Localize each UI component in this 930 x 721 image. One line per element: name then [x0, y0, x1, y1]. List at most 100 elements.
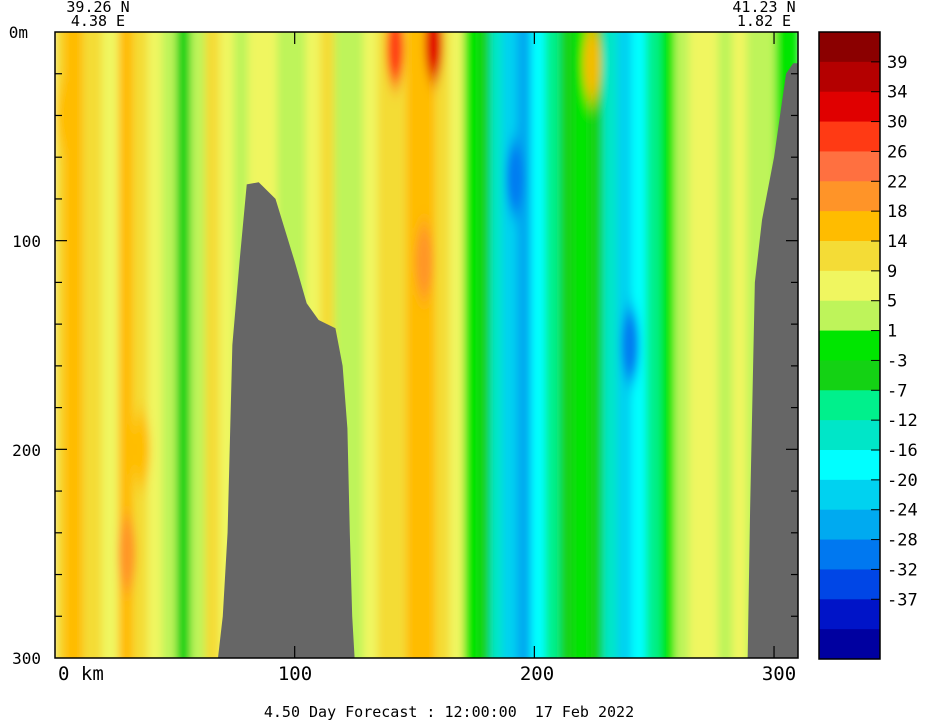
y-tick-label-100: 100 — [12, 232, 41, 251]
colorbar-swatch — [819, 539, 880, 570]
field-column — [732, 32, 749, 658]
colorbar-label: 1 — [887, 322, 897, 342]
field-column — [631, 32, 649, 658]
field-anomaly — [386, 32, 405, 87]
colorbar-swatch — [819, 211, 880, 242]
colorbar-label: 34 — [887, 83, 907, 103]
colorbar-swatch — [819, 330, 880, 361]
field-anomaly — [506, 140, 525, 217]
colorbar-label: -12 — [887, 411, 918, 431]
field-anomaly — [415, 223, 434, 300]
colorbar-label: 18 — [887, 202, 907, 222]
seabed — [217, 63, 798, 658]
colorbar-swatch — [819, 300, 880, 332]
temperature-field — [55, 32, 798, 658]
plot-frame — [54, 31, 799, 659]
field-column — [133, 32, 150, 658]
colorbar-swatch — [819, 390, 880, 421]
field-anomaly — [132, 411, 151, 488]
plot-area — [55, 32, 798, 658]
colorbar-label: -37 — [887, 590, 918, 610]
field-column — [463, 32, 481, 658]
field-anomaly — [117, 515, 136, 592]
x-tick-label-200: 200 — [520, 663, 554, 685]
y-tick-label-300: 300 — [12, 649, 41, 668]
forecast-caption: 4.50 Day Forecast : 12:00:00 17 Feb 2022 — [264, 703, 634, 721]
field-anomaly — [621, 307, 640, 383]
field-anomaly — [424, 32, 443, 83]
corner-right-lon: 1.82 E — [737, 12, 791, 30]
field-anomaly — [57, 77, 76, 154]
field-column — [101, 32, 121, 658]
colorbar-label: -16 — [887, 441, 918, 461]
field-column — [391, 32, 409, 658]
corner-left-lon: 4.38 E — [71, 12, 125, 30]
field-column — [204, 32, 222, 658]
colorbar-swatch — [819, 420, 880, 451]
field-column — [406, 32, 423, 658]
field-column — [161, 32, 179, 658]
colorbar-swatch — [819, 181, 880, 212]
colorbar-label: -3 — [887, 351, 907, 371]
colorbar-swatch — [819, 270, 880, 302]
colorbar-label: 9 — [887, 262, 897, 282]
x-first-label: 0 km — [58, 663, 104, 685]
seabed-ridge — [217, 182, 355, 658]
seabed-slope — [747, 63, 798, 658]
field-column — [646, 32, 663, 658]
colorbar-label: -7 — [887, 381, 907, 401]
field-column — [660, 32, 677, 658]
field-column — [689, 32, 706, 658]
colorbar-swatch — [819, 479, 880, 511]
x-tick-label-100: 100 — [278, 663, 312, 685]
field-column — [63, 32, 85, 658]
corner-left-lat: 39.26 N — [66, 0, 129, 16]
colorbar-label: 30 — [887, 113, 907, 133]
colorbar-labels: 39 34 30 26 22 18 14 9 5 1 -3 -7 -12 -16 -20 -24 -28 -32 -… — [871, 53, 918, 610]
y-top-label: 0m — [9, 23, 28, 42]
corner-right-lat: 41.23 N — [732, 0, 795, 16]
colorbar-swatch — [819, 32, 880, 63]
colorbar-label: 5 — [887, 292, 897, 312]
colorbar-swatch — [819, 151, 880, 182]
colorbar-swatch — [819, 509, 880, 541]
colorbar-swatch — [819, 450, 880, 481]
field-column — [478, 32, 493, 658]
field-column — [674, 32, 692, 658]
field-column — [190, 32, 207, 658]
field-column — [574, 32, 591, 658]
field-column — [377, 32, 394, 658]
field-column — [176, 32, 193, 658]
field-column — [717, 32, 735, 658]
field-column — [588, 32, 605, 658]
colorbar-label: 14 — [887, 232, 907, 252]
field-column — [502, 32, 519, 658]
field-column — [118, 32, 136, 658]
field-column — [82, 32, 104, 658]
colorbar-swatch — [819, 599, 880, 630]
colorbar-label: 39 — [887, 53, 907, 73]
field-column — [602, 32, 620, 658]
field-column — [147, 32, 164, 658]
field-anomaly — [582, 32, 601, 102]
field-column — [559, 32, 577, 658]
colorbar-swatch — [819, 61, 880, 93]
colorbar-swatch — [819, 241, 880, 272]
axis-ticks — [55, 32, 798, 658]
field-column — [490, 32, 505, 658]
x-tick-label-300: 300 — [762, 663, 796, 685]
colorbar-label: 22 — [887, 172, 907, 192]
field-column — [435, 32, 452, 658]
field-column — [363, 32, 380, 658]
colorbar — [819, 32, 880, 660]
colorbar-label: -20 — [887, 471, 918, 491]
colorbar-label: -32 — [887, 560, 918, 580]
colorbar-frame — [818, 31, 881, 660]
y-tick-label-200: 200 — [12, 441, 41, 460]
colorbar-swatch — [819, 121, 880, 152]
field-column — [516, 32, 533, 658]
field-column — [530, 32, 548, 658]
colorbar-label: -28 — [887, 531, 918, 551]
field-column — [545, 32, 562, 658]
